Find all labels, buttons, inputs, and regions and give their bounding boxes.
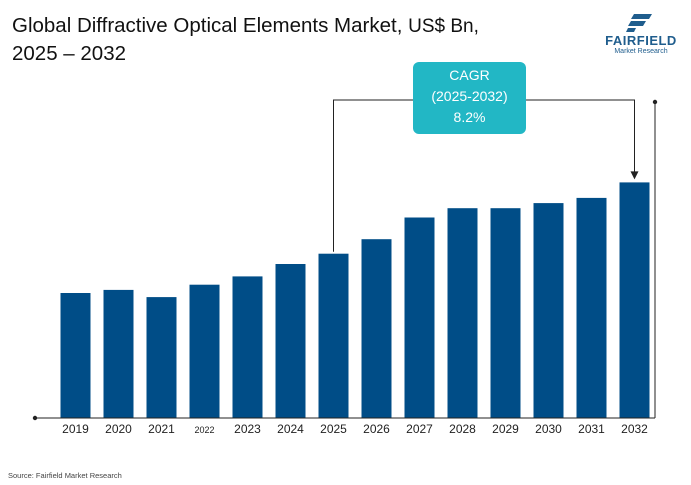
title-line2: 2025 – 2032: [12, 42, 127, 65]
cagr-connector-line: [333, 99, 413, 252]
logo-subtitle: Market Research: [614, 48, 668, 55]
x-tick-2030: 2030: [535, 422, 562, 436]
bar-2024: [275, 264, 306, 418]
bar-2031: [576, 197, 607, 418]
bar-2029: [490, 208, 521, 418]
x-tick-2019: 2019: [62, 422, 89, 436]
x-tick-2020: 2020: [105, 422, 132, 436]
x-tick-2029: 2029: [492, 422, 519, 436]
bar-2025: [318, 253, 349, 418]
x-tick-2028: 2028: [449, 422, 476, 436]
x-tick-2031: 2031: [578, 422, 605, 436]
x-tick-2024: 2024: [277, 422, 304, 436]
x-tick-labels: 2019 2020 2021 2022 2023 2024 2025 2026 2027 2028…: [62, 422, 648, 436]
bar-2028: [447, 208, 478, 418]
bar-2020: [103, 289, 134, 418]
x-tick-2025: 2025: [320, 422, 347, 436]
chart-title: Global Diffractive Optical Elements Mark…: [12, 12, 572, 67]
x-tick-2027: 2027: [406, 422, 433, 436]
fairfield-flag-icon: [626, 14, 652, 32]
axis-start-dot: [32, 415, 38, 421]
cagr-value: 8.2%: [453, 109, 486, 125]
axis-top-dot: [652, 99, 658, 105]
bars-group: [60, 182, 650, 418]
bar-2022: [189, 284, 220, 418]
bar-2027: [404, 217, 435, 418]
bar-2030: [533, 203, 564, 418]
cagr-label: CAGR: [449, 67, 490, 83]
source-note: Source: Fairfield Market Research: [8, 471, 122, 480]
fairfield-logo: FAIRFIELD Market Research: [598, 12, 684, 62]
x-tick-2026: 2026: [363, 422, 390, 436]
cagr-period: (2025-2032): [431, 88, 508, 104]
x-tick-2021: 2021: [148, 422, 175, 436]
bar-2026: [361, 239, 392, 418]
cagr-arrowhead: [630, 171, 639, 180]
x-tick-2022: 2022: [194, 425, 214, 435]
title-line1: Global Diffractive Optical Elements Mark…: [12, 14, 403, 37]
bar-2023: [232, 276, 263, 418]
x-tick-2032: 2032: [621, 422, 648, 436]
cagr-connector-line-right: [526, 99, 635, 173]
logo-wordmark: FAIRFIELD: [605, 33, 677, 48]
bar-2019: [60, 293, 91, 418]
x-tick-2023: 2023: [234, 422, 261, 436]
title-unit: US$ Bn,: [408, 16, 479, 37]
bar-2021: [146, 297, 177, 418]
cagr-callout: CAGR (2025-2032) 8.2%: [413, 62, 526, 134]
bar-2032: [619, 182, 650, 418]
